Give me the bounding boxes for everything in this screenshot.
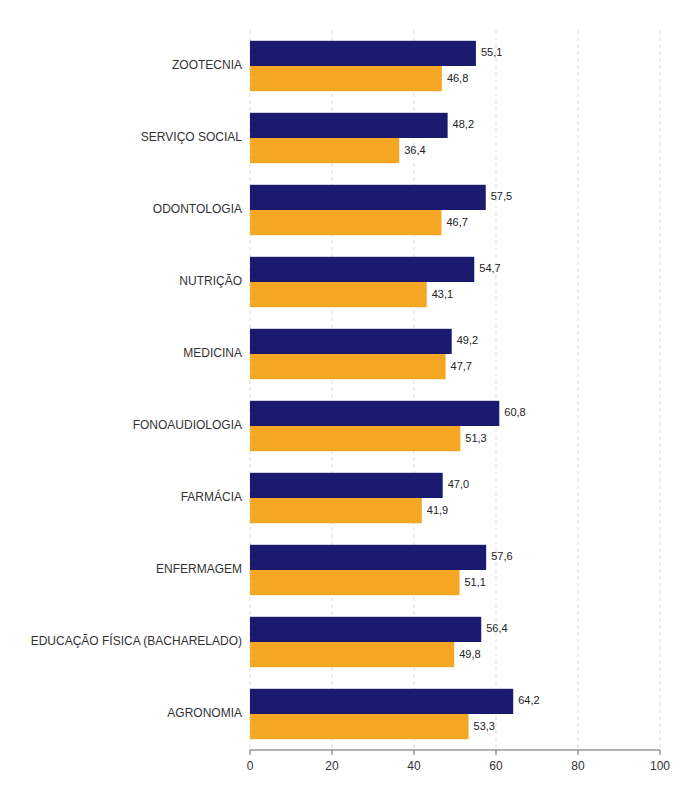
category-label: FARMÁCIA (181, 489, 242, 504)
data-label: 41,9 (427, 504, 448, 516)
data-label: 49,8 (459, 648, 480, 660)
category-label: FONOAUDIOLOGIA (133, 418, 242, 432)
data-label: 43,1 (432, 288, 453, 300)
axis-line (250, 750, 660, 751)
tick-mark (496, 750, 497, 755)
data-label: 49,2 (457, 334, 478, 346)
bars (250, 41, 513, 739)
data-label: 47,0 (448, 478, 469, 490)
tick-label: 0 (247, 759, 254, 773)
category-label: EDUCAÇÃO FÍSICA (BACHARELADO) (31, 633, 242, 648)
chart: 0 20 40 60 80 100 AGRONOMIA EDUCAÇÃO FÍSICA (BA… (0, 0, 700, 800)
category-label: ZOOTECNIA (172, 58, 242, 72)
bar (250, 498, 422, 523)
grid-line (578, 30, 579, 750)
tick-label: 40 (407, 759, 421, 773)
data-label: 47,7 (451, 360, 472, 372)
tick-label: 20 (325, 759, 339, 773)
bar (250, 642, 454, 667)
data-label: 64,2 (518, 694, 539, 706)
bar (250, 66, 442, 91)
bar (250, 257, 474, 282)
bar (250, 41, 476, 66)
data-label: 53,3 (474, 720, 495, 732)
data-label: 46,8 (447, 72, 468, 84)
tick-mark (578, 750, 579, 755)
data-label: 57,6 (491, 550, 512, 562)
bar (250, 617, 481, 642)
bar (250, 354, 446, 379)
data-label: 46,7 (446, 216, 467, 228)
tick-mark (250, 750, 251, 755)
data-label: 36,4 (404, 144, 425, 156)
bar (250, 401, 499, 426)
tick-mark (660, 750, 661, 755)
bar (250, 113, 448, 138)
bar (250, 329, 452, 354)
data-label: 57,5 (491, 190, 512, 202)
data-label: 51,1 (465, 576, 486, 588)
grid-line (496, 30, 497, 750)
tick-mark (332, 750, 333, 755)
bar (250, 473, 443, 498)
category-label: MEDICINA (183, 346, 242, 360)
data-label: 55,1 (481, 46, 502, 58)
data-label: 56,4 (486, 622, 507, 634)
data-label: 51,3 (465, 432, 486, 444)
grid-line (660, 30, 661, 750)
category-label: AGRONOMIA (167, 706, 242, 720)
bar (250, 426, 460, 451)
grid (250, 30, 660, 750)
bar (250, 185, 486, 210)
bar (250, 689, 513, 714)
category-label: SERVIÇO SOCIAL (141, 130, 242, 144)
tick-mark (414, 750, 415, 755)
category-label: NUTRIÇÃO (179, 274, 242, 288)
tick-label: 100 (650, 759, 670, 773)
y-axis: AGRONOMIA EDUCAÇÃO FÍSICA (BACHARELADO) EN… (31, 58, 243, 720)
bar (250, 545, 486, 570)
x-axis: 0 20 40 60 80 100 (247, 750, 671, 773)
bar (250, 714, 469, 739)
category-label: ENFERMAGEM (156, 562, 242, 576)
tick-label: 80 (571, 759, 585, 773)
bar (250, 282, 427, 307)
bar (250, 210, 441, 235)
data-labels: 64,2 56,4 57,6 47,0 60,8 49,2 54,7 57,5 48,2 55,1… (404, 46, 539, 731)
data-label: 60,8 (504, 406, 525, 418)
bar (250, 138, 399, 163)
bar (250, 570, 460, 595)
category-label: ODONTOLOGIA (153, 202, 242, 216)
data-label: 54,7 (479, 262, 500, 274)
data-label: 48,2 (453, 118, 474, 130)
tick-label: 60 (489, 759, 503, 773)
